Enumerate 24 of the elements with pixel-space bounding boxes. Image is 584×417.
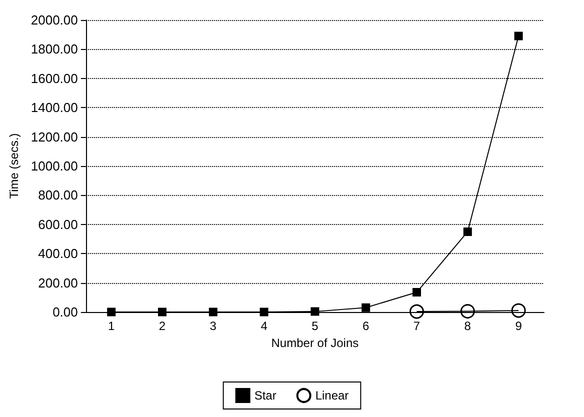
x-tick-label: 7 bbox=[413, 319, 420, 333]
x-tick-label: 4 bbox=[260, 319, 268, 333]
y-tick-label: 2000.00 bbox=[30, 12, 78, 28]
x-tick-label: 3 bbox=[210, 319, 217, 333]
y-tick-label: 400.00 bbox=[38, 246, 78, 262]
legend-label: Star bbox=[254, 388, 276, 402]
x-tick-label: 1 bbox=[108, 319, 115, 333]
y-tick-label: 1600.00 bbox=[30, 70, 78, 86]
x-tick-label: 8 bbox=[464, 319, 472, 333]
y-tick-label: 1800.00 bbox=[30, 42, 78, 57]
x-tick-label: 9 bbox=[515, 319, 522, 333]
y-tick-label: 200.00 bbox=[38, 275, 78, 290]
y-axis-title: Time (secs.) bbox=[7, 133, 21, 199]
y-tick-label: 1400.00 bbox=[30, 100, 78, 116]
x-tick-label: 6 bbox=[362, 319, 370, 333]
x-tick-label: 2 bbox=[158, 319, 166, 333]
legend-label: Linear bbox=[315, 388, 349, 402]
y-tick-label: 800.00 bbox=[38, 188, 78, 203]
y-tick-label: 1000.00 bbox=[30, 158, 78, 174]
y-tick-label: 0.00 bbox=[52, 304, 78, 320]
y-tick-label: 600.00 bbox=[38, 216, 78, 232]
x-axis-title: Number of Joins bbox=[271, 336, 359, 350]
x-tick-label: 5 bbox=[312, 319, 319, 333]
y-tick-label: 1200.00 bbox=[30, 129, 78, 144]
